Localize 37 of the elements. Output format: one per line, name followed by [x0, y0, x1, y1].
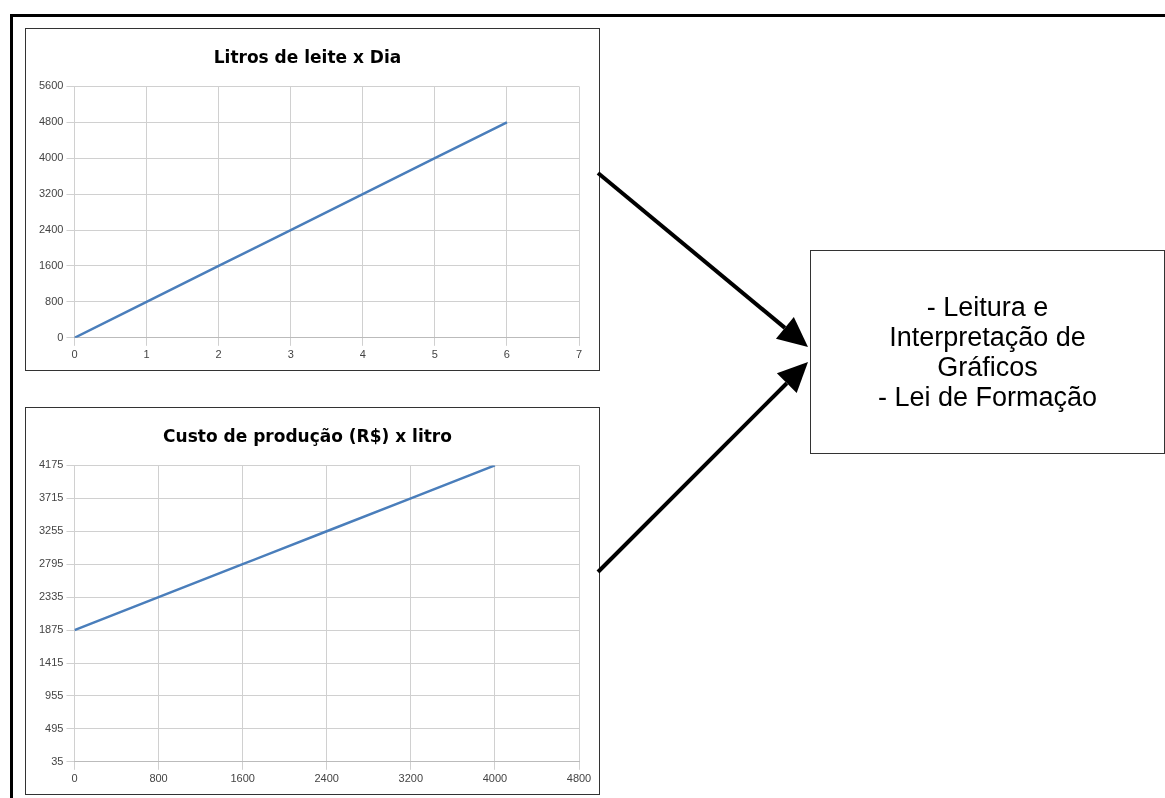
x-tick-label: 3 — [287, 348, 294, 361]
x-tick-label: 4800 — [566, 772, 592, 785]
y-tick-label: 0 — [57, 330, 64, 343]
y-tick-label: 1600 — [38, 259, 64, 271]
y-tick-label: 35 — [51, 754, 64, 767]
chart-title: Custo de produção (R$) x litro — [163, 425, 452, 446]
x-tick-label: 1600 — [230, 772, 255, 785]
text: - Lei de Formação — [877, 382, 1098, 412]
y-tick-label: 800 — [45, 294, 64, 307]
y-tick-label: 2400 — [38, 223, 64, 236]
y-tick-label: 3715 — [38, 491, 64, 504]
x-tick-label: 5 — [431, 348, 438, 361]
y-tick-label: 2795 — [38, 557, 64, 570]
x-tick-label: 0 — [71, 772, 78, 785]
x-tick-label: 0 — [71, 348, 78, 361]
x-tick-label: 800 — [149, 772, 168, 785]
x-tick-label: 4000 — [482, 772, 508, 785]
y-tick-label: 1415 — [38, 656, 64, 669]
y-tick-label: 3255 — [38, 524, 64, 537]
x-tick-label: 7 — [575, 348, 583, 361]
y-tick-label: 955 — [45, 688, 64, 701]
chart-title: Litros de leite x Dia — [213, 46, 402, 67]
x-tick-label: 2 — [215, 348, 222, 361]
y-tick-label: 4800 — [38, 115, 64, 128]
y-tick-label: 1875 — [38, 623, 64, 636]
y-tick-label: 5600 — [38, 79, 64, 92]
y-tick-label: 495 — [45, 721, 64, 734]
x-tick-label: 2400 — [314, 772, 339, 785]
x-tick-label: 1 — [143, 348, 150, 361]
y-tick-label: 4175 — [38, 458, 64, 471]
y-tick-label: 4000 — [38, 151, 64, 164]
x-tick-label: 4 — [359, 348, 366, 361]
y-tick-label: 2335 — [38, 590, 64, 603]
text: - Leitura e Interpretação de Gráficos — [888, 292, 1087, 382]
y-tick-label: 3200 — [38, 187, 64, 200]
x-tick-label: 6 — [503, 348, 510, 361]
x-tick-label: 3200 — [398, 772, 424, 785]
